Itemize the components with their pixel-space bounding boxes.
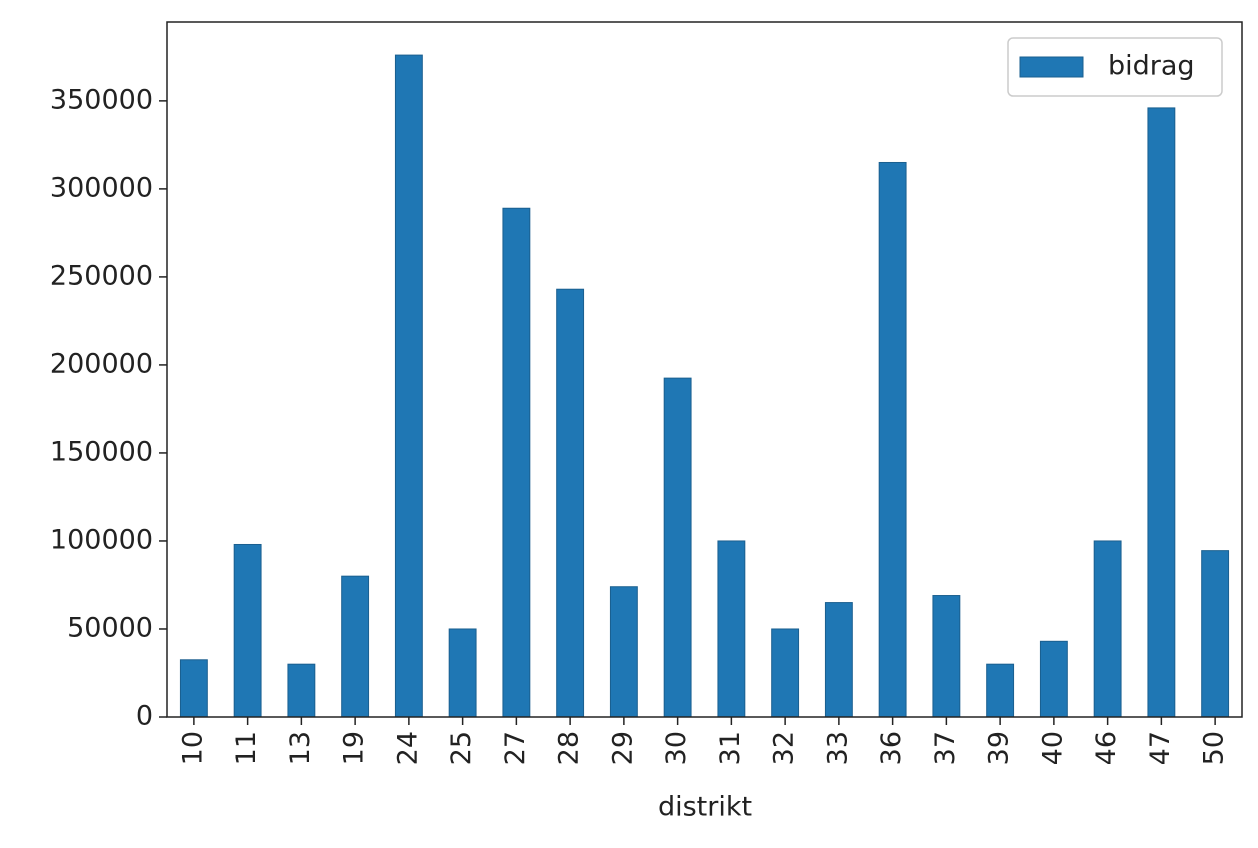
x-tick-label: 39 (984, 731, 1015, 765)
x-tick-label: 30 (661, 731, 692, 765)
bar (179, 659, 208, 718)
x-tick-label: 47 (1145, 731, 1176, 765)
y-tick-label: 150000 (50, 436, 153, 467)
y-tick-label: 100000 (50, 524, 153, 555)
x-tick-label: 40 (1037, 731, 1068, 765)
y-tick-label: 350000 (50, 84, 153, 115)
bar (341, 575, 370, 718)
bar (1093, 540, 1122, 718)
bar (233, 543, 262, 718)
legend-box (1007, 37, 1223, 97)
bar (394, 54, 423, 718)
y-tick-label: 0 (136, 701, 153, 732)
bar (717, 540, 746, 718)
x-axis-label: distrikt (658, 792, 752, 823)
x-tick-label: 19 (339, 731, 370, 765)
legend-label: bidrag (1108, 51, 1195, 82)
x-tick-label: 50 (1199, 731, 1230, 765)
legend-swatch (1019, 56, 1084, 78)
x-tick-label: 32 (769, 731, 800, 765)
x-tick-label: 31 (715, 731, 746, 765)
x-tick-label: 29 (607, 731, 638, 765)
bar (609, 586, 638, 718)
bar (448, 628, 477, 718)
bar (663, 377, 692, 718)
bar (287, 663, 316, 718)
bar (932, 595, 961, 718)
x-tick-label: 10 (177, 731, 208, 765)
bar (878, 161, 907, 718)
y-tick-label: 50000 (67, 612, 153, 643)
x-tick-label: 27 (500, 731, 531, 765)
bar (1201, 550, 1230, 718)
x-tick-label: 46 (1091, 731, 1122, 765)
y-tick-label: 300000 (50, 172, 153, 203)
bar (986, 663, 1015, 718)
x-tick-label: 33 (822, 731, 853, 765)
bar (502, 207, 531, 718)
x-tick-label: 37 (930, 731, 961, 765)
bar (771, 628, 800, 718)
y-tick-label: 250000 (50, 260, 153, 291)
x-tick-label: 36 (876, 731, 907, 765)
x-tick-label: 24 (392, 731, 423, 765)
bar (1039, 640, 1068, 718)
y-tick-label: 200000 (50, 348, 153, 379)
x-tick-label: 28 (554, 731, 585, 765)
plot-frame (166, 21, 1243, 718)
x-tick-label: 11 (231, 731, 262, 765)
x-tick-label: 25 (446, 731, 477, 765)
x-tick-label: 13 (285, 731, 316, 765)
bar (1147, 107, 1176, 718)
bar (556, 288, 585, 718)
bar (824, 602, 853, 718)
